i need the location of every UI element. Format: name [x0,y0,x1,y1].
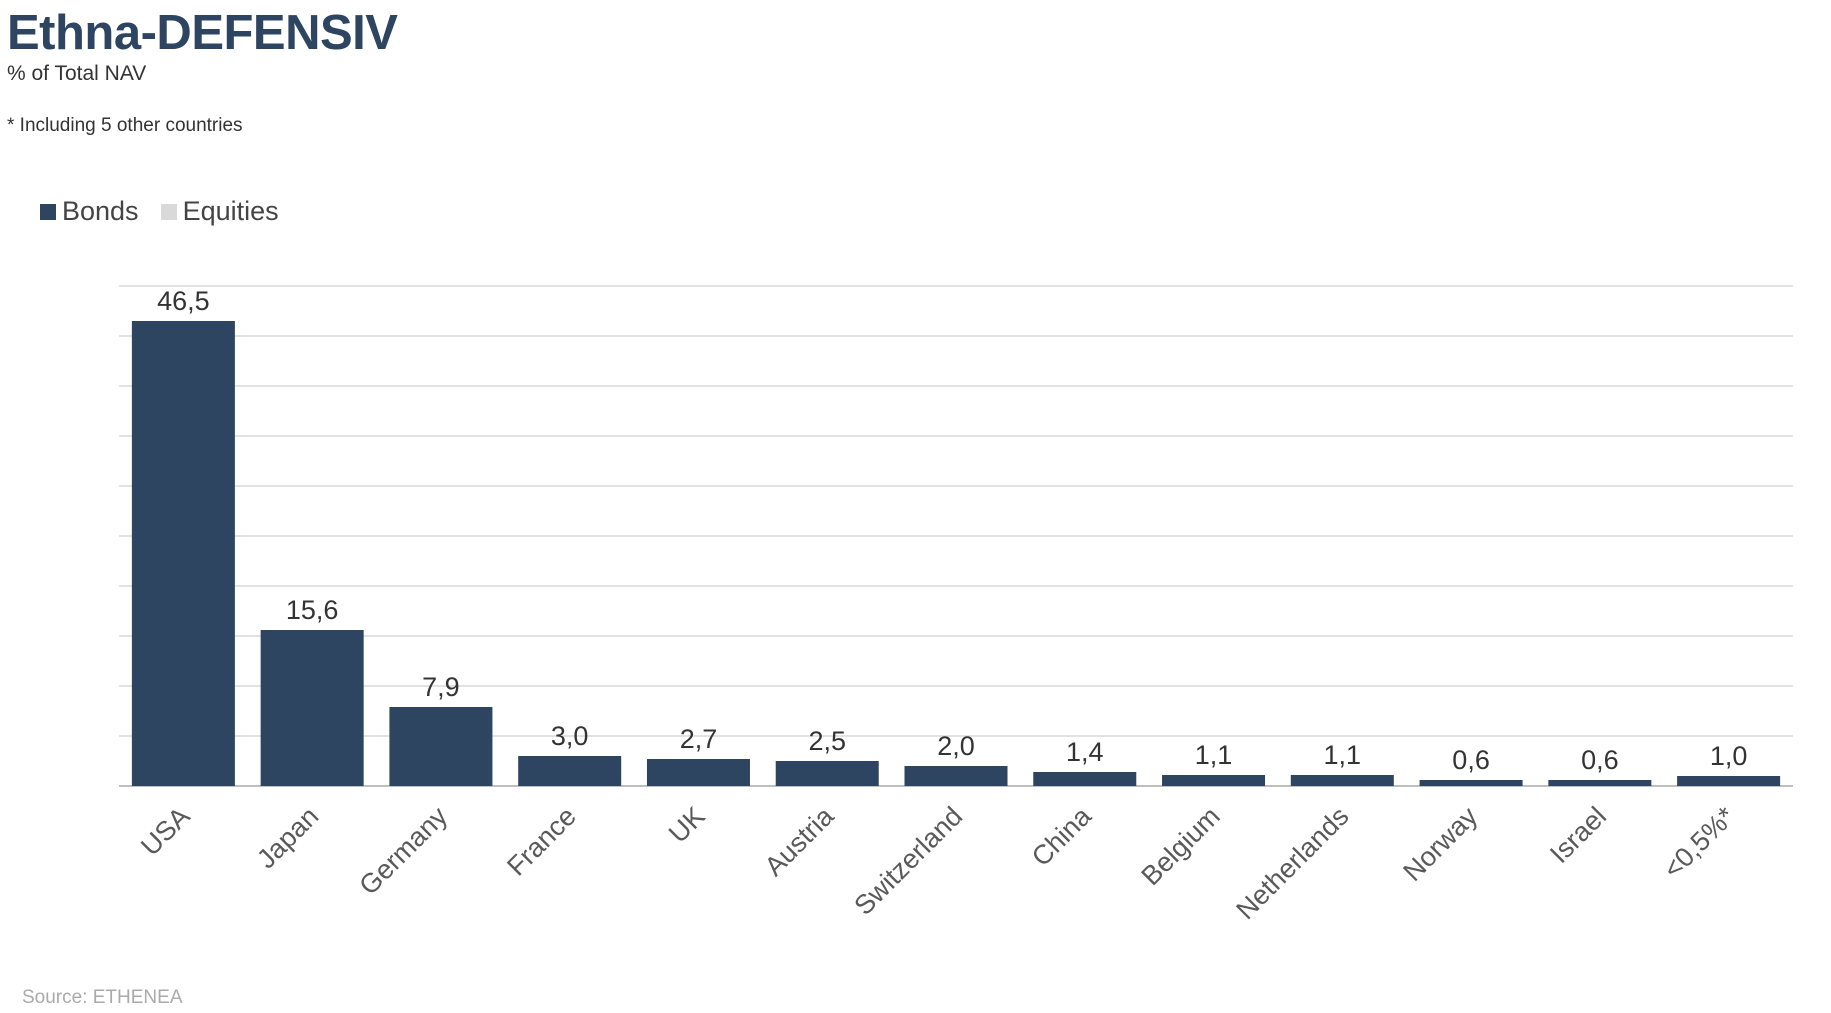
source-note: Source: ETHENEA [22,987,183,1008]
x-tick-label: Israel [1544,801,1612,869]
x-tick-label: Belgium [1136,801,1226,891]
bar-bonds [904,766,1008,786]
bar-bonds [1290,775,1394,786]
data-label: 7,9 [422,672,460,702]
legend-item-equities: Equities [160,196,279,227]
x-tick-label: Japan [251,801,324,874]
x-tick-label: Austria [759,800,840,881]
bar-bonds [260,630,364,786]
bar-bonds [1677,776,1781,786]
bar-bonds [1548,780,1652,786]
data-label: 15,6 [286,595,339,625]
bar-bonds [1419,780,1523,786]
x-tick-label: USA [135,801,195,861]
data-label: 2,0 [937,731,975,761]
x-tick-label: China [1026,800,1098,872]
bar-bonds [646,759,750,786]
chart-title: Ethna-DEFENSIV [7,6,398,60]
data-label: 3,0 [551,721,589,751]
bar-bonds [131,321,235,786]
x-tick-label: Switzerland [848,801,968,921]
data-label: 46,5 [157,286,210,316]
data-label: 2,5 [808,726,846,756]
x-tick-label: Netherlands [1230,801,1354,925]
data-label: 0,6 [1581,745,1619,775]
legend-swatch-equities [160,203,177,220]
legend-swatch-bonds [40,203,56,220]
bar-bonds [518,756,622,786]
x-tick-label: Germany [353,801,453,901]
legend-label-bonds: Bonds [62,196,139,226]
bar-bonds [1033,772,1137,786]
data-label: 1,1 [1324,740,1362,770]
footnote: * Including 5 other countries [7,115,243,136]
data-label: 1,0 [1710,741,1748,771]
data-label: 0,6 [1452,745,1490,775]
chart-subtitle: % of Total NAV [7,62,147,85]
legend-item-bonds: Bonds [40,196,139,227]
x-tick-label: Norway [1397,801,1483,887]
data-label: 2,7 [680,724,718,754]
data-label: 1,1 [1195,740,1233,770]
x-tick-label: UK [663,801,711,849]
bar-bonds [389,707,493,786]
data-label: 1,4 [1066,737,1104,767]
bar-bonds [1162,775,1266,786]
x-tick-label: France [501,801,582,882]
x-tick-label: <0,5%* [1658,801,1742,885]
legend: Bonds Equities [40,196,301,227]
legend-label-equities: Equities [182,196,279,226]
bar-bonds [775,761,879,786]
